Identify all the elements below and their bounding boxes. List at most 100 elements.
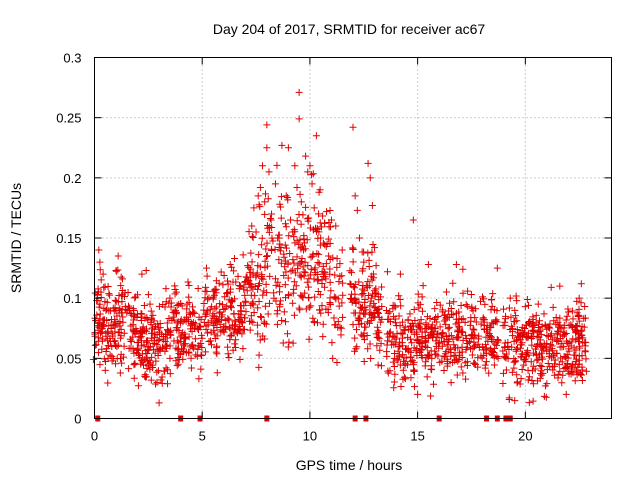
data-point — [246, 268, 254, 276]
data-point — [334, 318, 342, 326]
data-point — [325, 252, 333, 260]
data-point — [502, 354, 510, 362]
data-point — [214, 318, 222, 326]
data-point — [129, 345, 137, 353]
data-point — [464, 340, 472, 348]
data-point — [443, 336, 451, 344]
data-point — [148, 353, 156, 361]
data-point — [277, 203, 285, 211]
y-tick-label: 0.15 — [56, 231, 81, 246]
data-point — [375, 329, 383, 337]
data-point — [538, 371, 546, 379]
data-point — [235, 282, 243, 290]
data-point — [137, 333, 145, 341]
data-point — [166, 342, 174, 350]
data-point — [550, 352, 558, 360]
data-point — [247, 291, 255, 299]
data-point — [156, 335, 164, 343]
data-point — [274, 278, 282, 286]
data-point — [306, 224, 314, 232]
data-point — [290, 226, 298, 234]
data-point — [150, 325, 158, 333]
data-point — [198, 343, 206, 351]
data-point — [499, 305, 507, 313]
data-point — [259, 332, 267, 340]
data-point — [418, 293, 426, 301]
data-point — [368, 248, 376, 256]
y-tick-label: 0.2 — [63, 171, 81, 186]
data-point — [98, 345, 106, 353]
data-point — [259, 162, 267, 170]
data-point — [339, 279, 347, 287]
data-point — [236, 356, 244, 364]
data-point — [213, 369, 221, 377]
data-point — [445, 307, 453, 315]
data-point — [424, 260, 432, 268]
data-point — [422, 319, 430, 327]
x-tick-label: 20 — [518, 429, 532, 444]
data-point — [96, 329, 104, 337]
data-point — [175, 300, 183, 308]
data-point — [525, 373, 533, 381]
data-point — [573, 297, 581, 305]
data-point — [291, 239, 299, 247]
data-point — [529, 397, 537, 405]
data-point — [576, 344, 584, 352]
data-point — [568, 307, 576, 315]
data-point — [109, 304, 117, 312]
data-point — [318, 302, 326, 310]
data-point — [247, 312, 255, 320]
data-point — [322, 260, 330, 268]
data-point — [563, 351, 571, 359]
grid-lines — [94, 57, 612, 419]
data-point — [377, 318, 385, 326]
data-point — [273, 161, 281, 169]
data-point — [163, 326, 171, 334]
data-point — [329, 354, 337, 362]
data-point — [540, 344, 548, 352]
data-point — [542, 393, 550, 401]
data-point — [103, 305, 111, 313]
data-point — [413, 336, 421, 344]
data-point — [360, 329, 368, 337]
data-point — [327, 287, 335, 295]
data-point — [322, 242, 330, 250]
data-point — [353, 343, 361, 351]
data-point — [180, 341, 188, 349]
data-point — [572, 346, 580, 354]
data-point — [201, 294, 209, 302]
data-point — [331, 271, 339, 279]
data-point — [438, 342, 446, 350]
data-point — [276, 283, 284, 291]
data-point — [105, 322, 113, 330]
data-point — [499, 369, 507, 377]
data-point — [572, 355, 580, 363]
data-point — [89, 356, 97, 364]
data-point — [480, 325, 488, 333]
data-point — [261, 257, 269, 265]
data-point — [539, 355, 547, 363]
data-point — [430, 380, 438, 388]
data-point — [536, 327, 544, 335]
data-point — [407, 353, 415, 361]
data-point — [249, 233, 257, 241]
data-point — [533, 356, 541, 364]
data-point — [372, 307, 380, 315]
data-point — [354, 314, 362, 322]
data-point — [301, 289, 309, 297]
data-point — [226, 324, 234, 332]
data-point — [464, 287, 472, 295]
data-point — [556, 314, 564, 322]
data-point — [95, 303, 103, 311]
data-point — [540, 392, 548, 400]
data-point — [103, 345, 111, 353]
data-point — [154, 347, 162, 355]
data-point — [238, 330, 246, 338]
data-point — [346, 280, 354, 288]
data-point — [141, 373, 149, 381]
data-point — [537, 367, 545, 375]
data-point — [440, 366, 448, 374]
data-point — [305, 303, 313, 311]
data-point — [178, 302, 186, 310]
data-point — [393, 356, 401, 364]
